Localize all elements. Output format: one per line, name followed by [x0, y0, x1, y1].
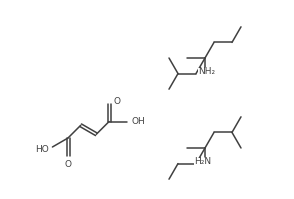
- Text: OH: OH: [131, 117, 145, 126]
- Text: NH₂: NH₂: [198, 67, 216, 76]
- Text: O: O: [113, 97, 120, 106]
- Text: O: O: [64, 160, 71, 169]
- Text: H₂N: H₂N: [194, 157, 212, 167]
- Text: HO: HO: [35, 144, 49, 153]
